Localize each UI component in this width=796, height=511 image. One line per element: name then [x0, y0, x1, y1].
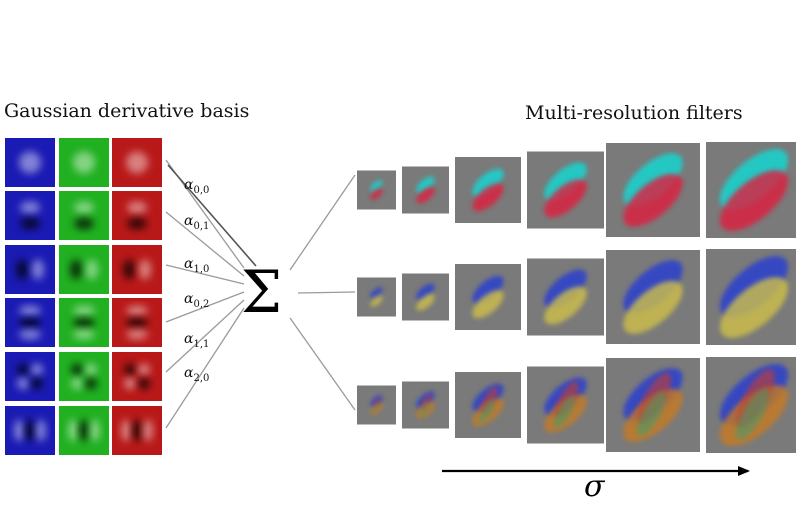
cyan-red-filter-scale-cell: [606, 143, 700, 237]
basis-connector-line: [165, 307, 245, 429]
basis-cell-derivative-g01-icon: [59, 191, 109, 240]
basis-cell-derivative-g02-icon: [59, 298, 109, 347]
alpha-subscript: 0,1: [193, 221, 209, 232]
blue-yellow-filter-scale-cell: [527, 258, 604, 336]
alpha-subscript: 1,1: [193, 339, 209, 350]
basis-cell-derivative-g10-icon: [5, 245, 55, 294]
multicolor-filter-scale-cell: [455, 372, 521, 438]
multicolor-filter-scale-cell: [357, 385, 396, 425]
filter-grid: [357, 142, 796, 453]
basis-cell-derivative-g10-icon: [112, 245, 162, 294]
sum-symbol: Σ: [241, 258, 282, 326]
alpha-symbol: α: [184, 291, 194, 307]
blue-yellow-filter-scale-cell: [606, 250, 700, 344]
basis-cell-derivative-g20-icon: [59, 406, 109, 455]
alpha-subscript: 0,2: [193, 299, 209, 310]
multicolor-filter-scale-cell: [402, 381, 449, 429]
basis-cell-derivative-g11-icon: [112, 352, 162, 401]
filter-connector-line: [289, 174, 356, 271]
basis-cell-derivative-g02-icon: [112, 298, 162, 347]
basis-connector-line: [165, 211, 245, 277]
alpha-subscript: 2,0: [193, 373, 209, 384]
sigma-label: σ: [584, 469, 606, 504]
connector-lines: [165, 159, 356, 429]
cyan-red-filter-scale-cell: [402, 166, 449, 214]
filter-connector-line: [289, 317, 356, 411]
alpha-symbol: α: [184, 331, 194, 347]
multicolor-filter-scale-cell: [606, 358, 700, 452]
basis-cell-derivative-g11-icon: [59, 352, 109, 401]
alpha-label: α0,2: [184, 291, 209, 310]
alpha-labels: α0,0α0,1α1,0α0,2α1,1α2,0: [184, 177, 209, 384]
basis-cell-derivative-g01-icon: [112, 191, 162, 240]
alpha-symbol: α: [184, 177, 194, 193]
filters-title: Multi-resolution filters: [525, 102, 743, 124]
alpha-label: α0,0: [184, 177, 209, 196]
basis-cell-gaussian-g00-icon: [5, 138, 55, 187]
basis-cell-derivative-g20-icon: [112, 406, 162, 455]
alpha-label: α0,1: [184, 213, 209, 232]
alpha-symbol: α: [184, 256, 194, 272]
multicolor-filter-scale-cell: [706, 357, 796, 453]
basis-cell-derivative-g10-icon: [59, 245, 109, 294]
basis-cell-derivative-g01-icon: [5, 191, 55, 240]
basis-cell-gaussian-g00-icon: [59, 138, 109, 187]
cyan-red-filter-scale-cell: [455, 157, 521, 223]
basis-cell-derivative-g02-icon: [5, 298, 55, 347]
filter-connector-line: [297, 291, 356, 294]
basis-cell-derivative-g11-icon: [5, 352, 55, 401]
alpha-subscript: 0,0: [193, 185, 209, 196]
basis-connector-line: [167, 164, 257, 267]
multicolor-filter-scale-cell: [527, 366, 604, 444]
blue-yellow-filter-scale-cell: [402, 273, 449, 321]
cyan-red-filter-scale-cell: [706, 142, 796, 238]
basis-cell-gaussian-g00-icon: [112, 138, 162, 187]
alpha-subscript: 1,0: [193, 264, 209, 275]
alpha-symbol: α: [184, 213, 194, 229]
basis-grid: [5, 138, 162, 455]
cyan-red-filter-scale-cell: [357, 170, 396, 210]
basis-connector-line: [165, 264, 245, 285]
blue-yellow-filter-scale-cell: [455, 264, 521, 330]
alpha-label: α1,1: [184, 331, 209, 350]
basis-connector-line: [165, 299, 245, 373]
basis-title: Gaussian derivative basis: [4, 100, 249, 122]
alpha-symbol: α: [184, 365, 194, 381]
basis-cell-derivative-g20-icon: [5, 406, 55, 455]
alpha-label: α2,0: [184, 365, 209, 384]
cyan-red-filter-scale-cell: [527, 151, 604, 229]
alpha-label: α1,0: [184, 256, 209, 275]
blue-yellow-filter-scale-cell: [706, 249, 796, 345]
blue-yellow-filter-scale-cell: [357, 277, 396, 317]
basis-connector-line: [165, 291, 245, 323]
